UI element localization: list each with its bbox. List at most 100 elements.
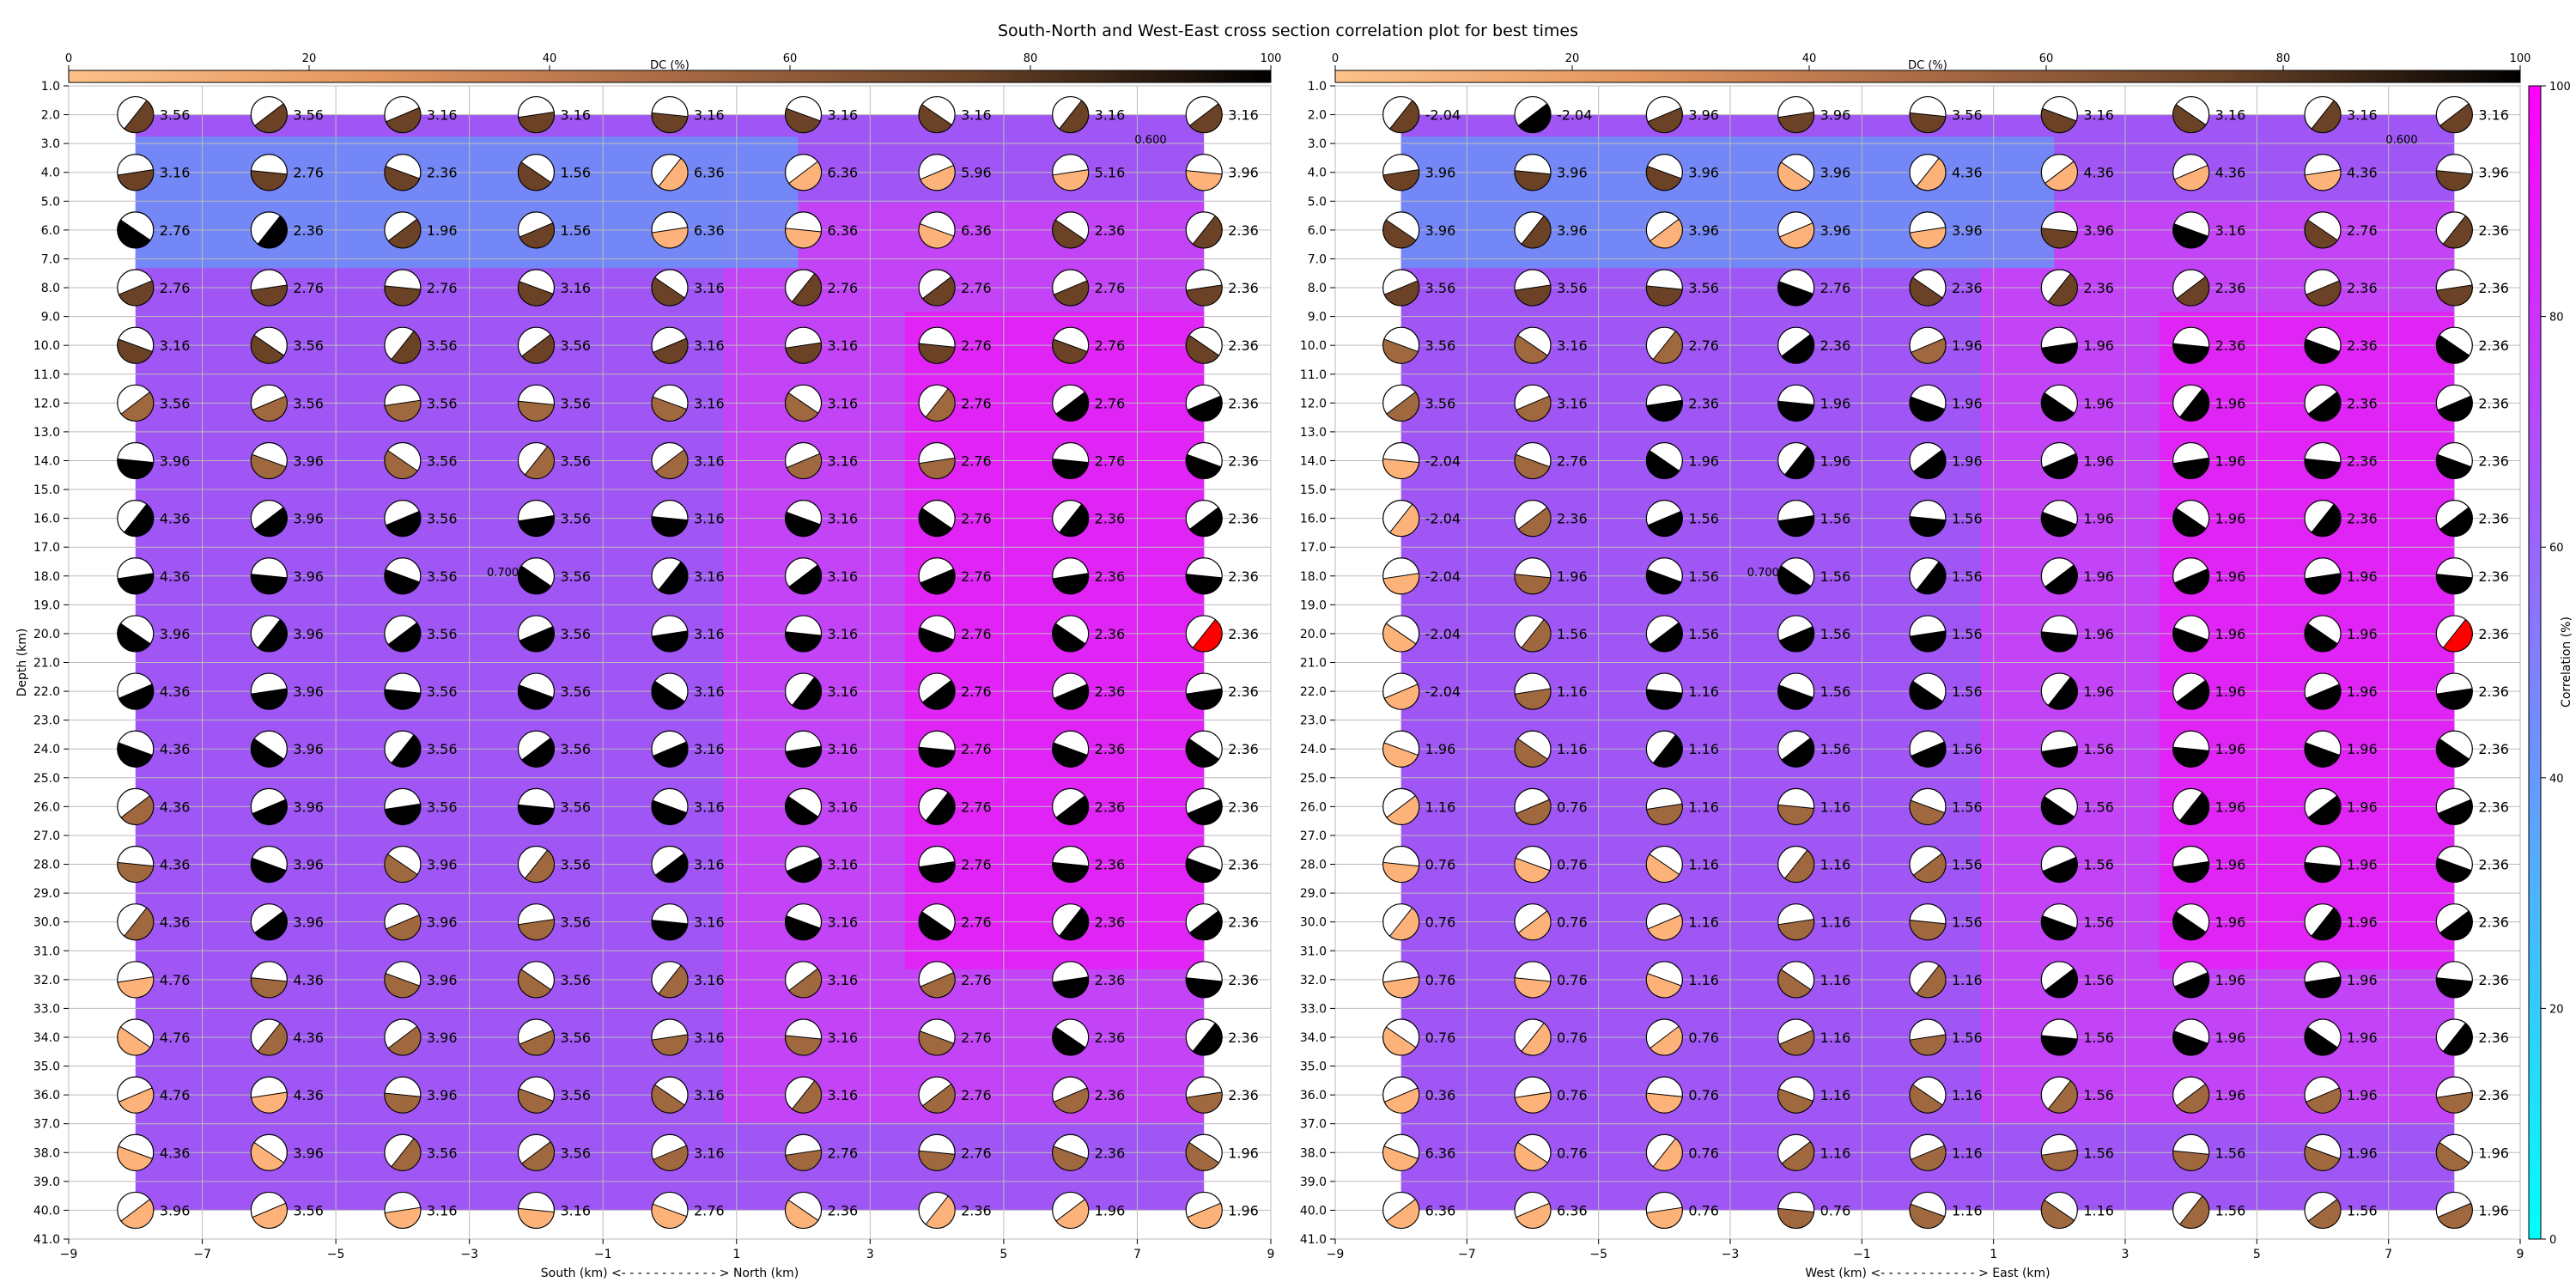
- correlation-field-low: [1400, 137, 2055, 269]
- beachball: [1052, 1018, 1090, 1056]
- beachball-time-label: 2.36: [1228, 914, 1259, 931]
- beachball-time-label: 2.36: [293, 222, 324, 239]
- x-tick-label: −5: [1589, 1248, 1607, 1261]
- beachball: [517, 1018, 556, 1056]
- beachball: [250, 730, 288, 768]
- beachball: [117, 1133, 155, 1171]
- beachball-quadrant: [1055, 794, 1089, 825]
- beachball: [1185, 384, 1223, 422]
- beachball-time-label: 1.56: [1820, 568, 1851, 585]
- beachball: [918, 326, 956, 364]
- beachball-quadrant: [1910, 741, 1947, 768]
- beachball-time-label: 3.16: [1228, 107, 1259, 124]
- beachball-quadrant: [384, 1092, 422, 1114]
- beachball-time-label: 1.96: [2347, 799, 2378, 815]
- beachball-time-label: 3.96: [1688, 165, 1719, 181]
- beachball-time-label: 4.36: [160, 799, 191, 815]
- beachball-quadrant: [2040, 1199, 2075, 1229]
- beachball-time-label: 2.76: [694, 1202, 725, 1218]
- beachball-quadrant: [1647, 914, 1683, 941]
- beachball-time-label: 1.56: [2083, 972, 2114, 988]
- beachball-quadrant: [1053, 280, 1090, 307]
- beachball-time-label: 1.56: [1952, 799, 1983, 815]
- beachball: [1645, 500, 1683, 538]
- beachball: [1052, 269, 1090, 307]
- beachball: [1052, 961, 1090, 999]
- beachball-time-label: 1.56: [2215, 1145, 2246, 1161]
- beachball-time-label: 3.16: [828, 511, 859, 527]
- beachball-quadrant: [253, 910, 288, 940]
- beachball-quadrant: [1909, 920, 1947, 941]
- beachball-quadrant: [384, 568, 421, 595]
- beachball-quadrant: [250, 857, 287, 884]
- beachball: [784, 903, 823, 941]
- beachball-time-label: 3.56: [1425, 395, 1456, 411]
- x-tick-label: 5: [2253, 1248, 2261, 1261]
- beachball: [2304, 441, 2342, 480]
- x-tick-label: 7: [2385, 1248, 2392, 1261]
- beachball: [2435, 211, 2473, 249]
- beachball-time-label: 1.96: [1095, 1202, 1126, 1218]
- beachball-quadrant: [124, 907, 154, 940]
- beachball: [2304, 95, 2342, 134]
- beachball-quadrant: [1383, 280, 1420, 307]
- y-tick-label: 7.0: [41, 252, 60, 266]
- y-tick-label: 26.0: [33, 800, 60, 814]
- beachball: [1382, 961, 1420, 999]
- beachball-quadrant: [785, 342, 823, 364]
- beachball-time-label: 3.16: [828, 568, 859, 585]
- beachball-quadrant: [1909, 1203, 1946, 1229]
- beachball-quadrant: [2436, 688, 2473, 710]
- beachball-time-label: 1.96: [2215, 568, 2246, 585]
- beachball: [2172, 441, 2210, 480]
- y-tick-label: 21.0: [33, 657, 60, 671]
- beachball: [2172, 615, 2210, 653]
- dc-tick-label: 0: [65, 52, 72, 65]
- beachball: [918, 845, 956, 884]
- y-tick-label: 1.0: [41, 80, 60, 94]
- y-tick-label: 27.0: [33, 829, 60, 843]
- beachball: [918, 1018, 956, 1056]
- beachball-quadrant: [1052, 976, 1090, 999]
- beachball-quadrant: [2172, 746, 2210, 768]
- beachball-time-label: 3.96: [1952, 222, 1983, 239]
- y-tick-label: 35.0: [33, 1060, 60, 1074]
- beachball: [1514, 1076, 1552, 1114]
- beachball-quadrant: [1514, 1141, 1549, 1171]
- beachball: [250, 1076, 288, 1114]
- beachball-time-label: 1.56: [1688, 568, 1719, 585]
- beachball: [2172, 787, 2210, 825]
- beachball: [784, 672, 823, 710]
- beachball-quadrant: [1916, 561, 1947, 595]
- beachball: [517, 557, 556, 595]
- beachball-quadrant: [124, 100, 155, 134]
- beachball-quadrant: [1188, 507, 1223, 538]
- beachball: [1909, 672, 1947, 710]
- beachball-time-label: 4.36: [2347, 165, 2378, 181]
- beachball-time-label: 1.96: [2215, 626, 2246, 642]
- beachball: [2435, 1191, 2473, 1230]
- beachball: [651, 326, 689, 364]
- beachball: [1514, 500, 1552, 538]
- beachball: [517, 903, 556, 941]
- y-axis-label: Depth (km): [15, 629, 29, 697]
- beachball: [250, 154, 288, 191]
- beachball-time-label: 3.56: [427, 741, 458, 757]
- beachball: [384, 730, 422, 768]
- beachball-quadrant: [1778, 1030, 1815, 1056]
- beachball-quadrant: [1645, 568, 1682, 595]
- beachball-quadrant: [918, 104, 953, 133]
- beachball-time-label: 3.16: [560, 1202, 591, 1218]
- y-tick-label: 4.0: [41, 167, 60, 180]
- beachball: [784, 961, 823, 999]
- beachball: [1382, 154, 1420, 191]
- beachball-time-label: 2.76: [293, 280, 324, 296]
- beachball-quadrant: [1052, 1145, 1089, 1171]
- beachball: [517, 269, 556, 307]
- corr-tick-label: 0: [2549, 1234, 2556, 1247]
- beachball-time-label: 3.16: [694, 337, 725, 354]
- y-tick-label: 7.0: [1308, 252, 1327, 266]
- beachball-quadrant: [918, 1030, 955, 1056]
- beachball: [1777, 441, 1815, 480]
- beachball: [2172, 1076, 2210, 1114]
